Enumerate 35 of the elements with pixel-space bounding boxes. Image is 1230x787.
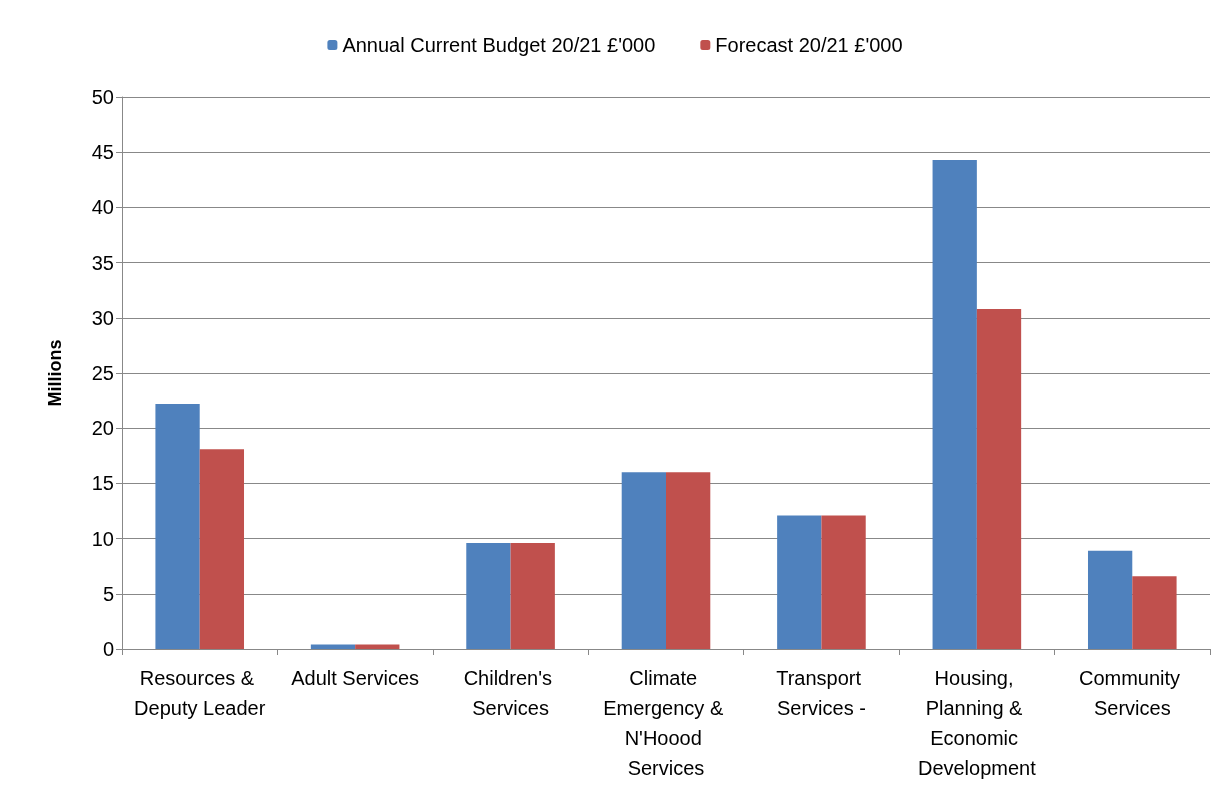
x-tick-label: Transport Services - [776,667,867,719]
y-tick-label: 30 [91,306,114,329]
x-tick-label: Climate Emergency & N'Hoood Services [603,667,729,779]
x-tick-label: Community Services [1078,667,1186,719]
bar [821,515,866,649]
y-tick-label: 40 [91,196,114,219]
bar [976,308,1022,649]
bar [355,644,400,649]
bar [621,472,666,649]
y-tick-label: 10 [91,527,114,550]
bar [932,159,977,649]
bar [777,515,822,649]
y-tick-label: 15 [91,472,114,495]
y-tick-label: 20 [91,417,114,440]
legend-label: Annual Current Budget 20/21 £'000 [342,34,656,56]
bar [1087,550,1133,649]
legend-label: Forecast 20/21 £'000 [715,34,903,56]
bar [1132,576,1177,649]
y-tick-label: 45 [91,141,114,164]
y-axis-title: Millions [45,339,65,407]
bar [155,403,200,649]
x-tick-label: Children's Services [463,667,558,719]
y-tick-label: 5 [102,582,114,605]
y-tick-label: 35 [91,251,114,274]
x-tick-label: Adult Services [291,667,420,689]
x-tick-label: Resources & Deputy Leader [134,667,266,719]
y-tick-label: 25 [91,362,114,384]
bar [466,543,511,649]
y-tick-label: 0 [102,638,114,660]
bar [510,543,555,649]
x-tick-label: Housing, Planning & Economic Development [917,667,1037,779]
bar [310,644,356,649]
y-tick-label: 50 [91,86,114,108]
bar [199,449,245,649]
bar [666,472,711,649]
